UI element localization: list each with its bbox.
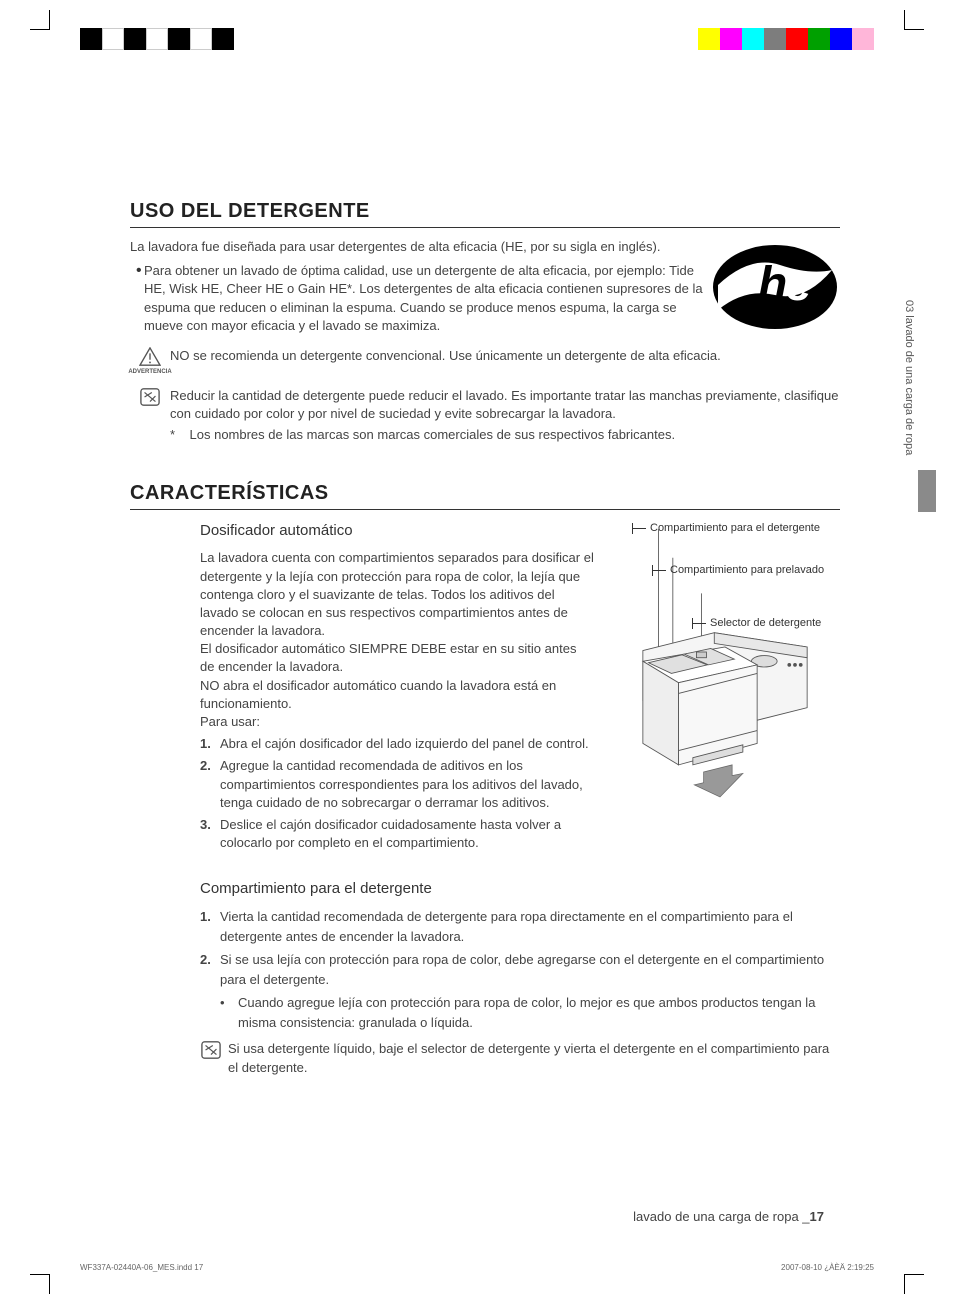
info-note: Si usa detergente líquido, baje el selec… xyxy=(200,1040,840,1076)
he-logo: h e xyxy=(710,240,840,335)
list-item: 2.Agregue la cantidad recomendada de adi… xyxy=(200,757,594,812)
info-note: Reducir la cantidad de detergente puede … xyxy=(130,387,840,423)
numbered-steps: 1.Abra el cajón dosificador del lado izq… xyxy=(200,735,594,852)
registration-swatch xyxy=(146,28,168,50)
step-text: Deslice el cajón dosificador cuidadosame… xyxy=(220,816,594,852)
warning-note: ADVERTENCIA NO se recomienda un detergen… xyxy=(130,347,840,375)
step-number: 2. xyxy=(200,950,220,989)
registration-swatch xyxy=(764,28,786,50)
callout-detergent-selector: Selector de detergente xyxy=(710,617,821,630)
callout-prewash-compartment: Compartimiento para prelavado xyxy=(670,564,824,577)
note-icon-col xyxy=(200,1040,228,1065)
crop-marks xyxy=(0,10,954,50)
section-caracteristicas: CARACTERÍSTICAS Dosificador automático L… xyxy=(130,482,840,1076)
feature-paragraph: Para usar: xyxy=(200,713,594,731)
note-text: Si usa detergente líquido, baje el selec… xyxy=(228,1040,840,1076)
feature-paragraph: El dosificador automático SIEMPRE DEBE e… xyxy=(200,640,594,676)
registration-bar-right xyxy=(698,28,874,50)
note-icon xyxy=(139,387,161,407)
page-content: USO DEL DETERGENTE La lavadora fue diseñ… xyxy=(130,200,840,1077)
footnote: * Los nombres de las marcas son marcas c… xyxy=(170,427,840,442)
sub-bullet: • Cuando agregue lejía con protección pa… xyxy=(220,993,840,1032)
warning-icon-col: ADVERTENCIA xyxy=(130,347,170,375)
he-logo-svg: h e xyxy=(710,240,840,335)
section-title: USO DEL DETERGENTE xyxy=(130,200,840,228)
callout-label: Compartimiento para prelavado xyxy=(670,564,824,576)
registration-swatch xyxy=(786,28,808,50)
step-text: Vierta la cantidad recomendada de deterg… xyxy=(220,907,840,946)
callout-detergent-compartment: Compartimiento para el detergente xyxy=(650,522,820,535)
list-item: 1.Abra el cajón dosificador del lado izq… xyxy=(200,735,594,753)
bullet-marker: • xyxy=(220,993,238,1032)
step-number: 1. xyxy=(200,907,220,946)
registration-swatch xyxy=(212,28,234,50)
registration-swatch xyxy=(102,28,124,50)
registration-swatch xyxy=(830,28,852,50)
svg-text:e: e xyxy=(785,258,812,311)
step-number: 3. xyxy=(200,816,220,852)
registration-swatch xyxy=(190,28,212,50)
imprint-line: WF337A-02440A-06_MES.indd 17 2007-08-10 … xyxy=(80,1263,874,1272)
side-chapter-tab: 03 lavado de una carga de ropa xyxy=(896,300,936,610)
section-title: CARACTERÍSTICAS xyxy=(130,482,840,510)
section-uso-detergente: USO DEL DETERGENTE La lavadora fue diseñ… xyxy=(130,200,840,442)
imprint-filename: WF337A-02440A-06_MES.indd 17 xyxy=(80,1263,203,1272)
registration-swatch xyxy=(742,28,764,50)
svg-text:h: h xyxy=(758,258,787,311)
step-text: Si se usa lejía con protección para ropa… xyxy=(220,950,840,989)
registration-bar-left xyxy=(80,28,234,50)
step-number: 2. xyxy=(200,757,220,812)
numbered-steps: 1.Vierta la cantidad recomendada de dete… xyxy=(200,907,840,989)
list-item: 3.Deslice el cajón dosificador cuidadosa… xyxy=(200,816,594,852)
feature-dosificador: Dosificador automático La lavadora cuent… xyxy=(130,522,840,856)
page-footer: lavado de una carga de ropa _17 xyxy=(633,1209,824,1224)
page-number: 17 xyxy=(810,1209,824,1224)
feature-text-column: Dosificador automático La lavadora cuent… xyxy=(130,522,610,856)
crop-mark xyxy=(30,1274,50,1294)
dispenser-diagram: Compartimiento para el detergente Compar… xyxy=(610,522,840,856)
footnote-marker: * xyxy=(170,427,190,442)
imprint-timestamp: 2007-08-10 ¿ÀÈÄ 2:19:25 xyxy=(781,1263,874,1272)
registration-swatch xyxy=(720,28,742,50)
list-item: 2.Si se usa lejía con protección para ro… xyxy=(200,950,840,989)
registration-swatch xyxy=(808,28,830,50)
side-tab-indicator xyxy=(918,470,936,512)
feature-paragraph: NO abra el dosificador automático cuando… xyxy=(200,677,594,713)
note-text: Reducir la cantidad de detergente puede … xyxy=(170,387,840,423)
registration-swatch xyxy=(124,28,146,50)
step-number: 1. xyxy=(200,735,220,753)
callout-label: Selector de detergente xyxy=(710,617,821,629)
footnote-text: Los nombres de las marcas son marcas com… xyxy=(190,427,676,442)
warning-triangle-icon xyxy=(139,347,161,367)
crop-mark xyxy=(30,10,50,30)
registration-swatch xyxy=(80,28,102,50)
footer-text: lavado de una carga de ropa _ xyxy=(633,1209,809,1224)
list-item: 1.Vierta la cantidad recomendada de dete… xyxy=(200,907,840,946)
callout-label: Compartimiento para el detergente xyxy=(650,522,820,534)
crop-mark xyxy=(904,10,924,30)
step-text: Abra el cajón dosificador del lado izqui… xyxy=(220,735,589,753)
registration-swatch xyxy=(698,28,720,50)
feature-compartimiento: Compartimiento para el detergente 1.Vier… xyxy=(130,880,840,1076)
feature-paragraph: La lavadora cuenta con compartimientos s… xyxy=(200,549,594,640)
sub-bullet-text: Cuando agregue lejía con protección para… xyxy=(238,993,840,1032)
warning-text: NO se recomienda un detergente convencio… xyxy=(170,347,721,365)
note-icon-col xyxy=(130,387,170,407)
sub-heading: Dosificador automático xyxy=(200,522,594,539)
warning-label: ADVERTENCIA xyxy=(128,369,171,375)
registration-swatch xyxy=(852,28,874,50)
registration-swatch xyxy=(168,28,190,50)
step-text: Agregue la cantidad recomendada de aditi… xyxy=(220,757,594,812)
sub-heading: Compartimiento para el detergente xyxy=(200,880,840,897)
side-chapter-label: 03 lavado de una carga de ropa xyxy=(903,300,914,455)
crop-mark xyxy=(904,1274,924,1294)
note-icon xyxy=(200,1040,222,1060)
bullet-marker: • xyxy=(130,262,144,280)
